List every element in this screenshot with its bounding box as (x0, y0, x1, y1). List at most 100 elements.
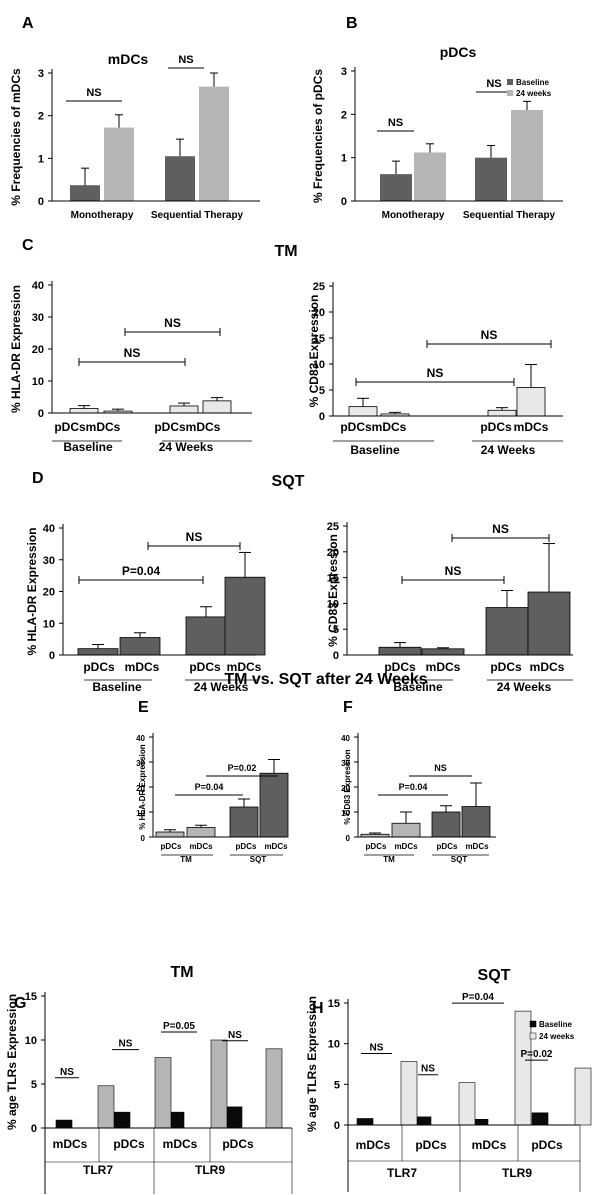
y-tick-label: 1 (38, 153, 44, 165)
panel-label: A (22, 15, 34, 32)
heading-tm-tlr: TM (170, 964, 193, 981)
x-category-label: pDCs (531, 1138, 563, 1152)
bar (511, 110, 543, 201)
x-category-label: Sequential Therapy (463, 210, 556, 221)
significance-label: P=0.02 (521, 1049, 553, 1060)
legend-swatch (507, 90, 513, 96)
significance-label: NS (119, 1039, 133, 1050)
chart-title: pDCs (440, 44, 477, 60)
y-tick-label: 5 (334, 1079, 340, 1091)
y-tick-label: 5 (333, 624, 339, 636)
y-tick-label: 0 (346, 834, 351, 843)
significance-label: NS (388, 117, 403, 129)
bar (378, 646, 422, 656)
x-tick-label: mDCs (530, 660, 565, 674)
significance-label: NS (445, 564, 462, 578)
panel-label: C (22, 237, 34, 254)
significance-label: NS (86, 87, 101, 99)
panel-label: G (14, 995, 26, 1012)
y-axis-label: % CD83 Expression (343, 749, 352, 824)
significance-label: NS (492, 522, 509, 536)
x-group-label: Baseline (393, 680, 443, 694)
bar (225, 1106, 243, 1129)
bar (391, 822, 421, 838)
panel-label: H (312, 1000, 324, 1017)
y-axis-label: % HLA-DR Expression (25, 527, 39, 655)
bar (224, 576, 266, 656)
bar (119, 637, 161, 656)
bar (531, 1112, 549, 1126)
x-tick-label: mDCs (186, 420, 221, 434)
legend-swatch (529, 1020, 537, 1028)
x-tick-label: mDCs (372, 420, 407, 434)
bar (414, 152, 446, 201)
legend-label: 24 weeks (539, 1032, 575, 1041)
bar (97, 1085, 115, 1129)
legend-swatch (529, 1032, 537, 1040)
y-tick-label: 0 (38, 408, 44, 420)
y-tick-label: 25 (327, 521, 339, 533)
bar (487, 409, 517, 417)
y-axis-label: % age TLRs Expression (5, 994, 19, 1130)
bar (380, 174, 412, 201)
bar (229, 806, 259, 838)
y-tick-label: 30 (136, 759, 145, 768)
x-tick-label: pDCs (236, 842, 257, 851)
bar (199, 86, 229, 201)
x-tick-label: pDCs (189, 660, 221, 674)
significance-label: NS (427, 366, 444, 380)
y-axis-label: % CD83 Expression (326, 534, 340, 647)
heading-comparison: TM vs. SQT after 24 Weeks (224, 671, 427, 688)
y-tick-label: 0 (334, 1120, 340, 1132)
x-tick-label: mDCs (264, 842, 288, 851)
y-tick-label: 10 (136, 809, 145, 818)
significance-label: NS (421, 1064, 435, 1075)
bar (55, 1119, 73, 1129)
bar (104, 127, 134, 201)
bar (356, 1118, 374, 1126)
y-tick-label: 0 (319, 411, 325, 423)
bar (400, 1061, 418, 1126)
y-tick-label: 30 (43, 555, 55, 567)
y-tick-label: 20 (43, 587, 55, 599)
significance-label: P=0.04 (462, 992, 494, 1003)
x-group-label: Baseline (63, 440, 113, 454)
y-tick-label: 5 (319, 385, 325, 397)
x-tick-label: pDCs (154, 420, 186, 434)
bar (485, 607, 529, 656)
x-category-label: Monotherapy (71, 210, 134, 221)
x-tick-label: mDCs (394, 842, 418, 851)
x-group-label: TLR9 (502, 1166, 532, 1180)
x-tick-label: pDCs (366, 842, 387, 851)
y-axis-label: % age TLRs Expression (305, 996, 319, 1132)
bar (259, 772, 289, 838)
x-tick-label: mDCs (426, 660, 461, 674)
significance-label: NS (486, 78, 501, 90)
y-tick-label: 10 (313, 359, 325, 371)
panel-label: B (346, 15, 358, 32)
y-tick-label: 3 (341, 66, 347, 78)
x-category-label: mDCs (356, 1138, 391, 1152)
significance-label: NS (124, 346, 141, 360)
y-tick-label: 10 (328, 1039, 340, 1051)
x-group-label: TM (383, 855, 395, 864)
x-category-label: mDCs (163, 1137, 198, 1151)
bar (527, 591, 571, 656)
y-axis-label: % CD83 Expression (307, 295, 321, 408)
significance-label: NS (164, 316, 181, 330)
significance-label: NS (370, 1043, 384, 1054)
x-group-label: Baseline (350, 443, 400, 457)
bar (574, 1067, 592, 1126)
bar (185, 616, 227, 656)
bar (475, 157, 507, 201)
x-tick-label: pDCs (490, 660, 522, 674)
x-group-label: 24 Weeks (194, 680, 249, 694)
y-tick-label: 30 (32, 312, 44, 324)
bar (77, 648, 119, 656)
bar (186, 827, 216, 838)
x-tick-label: pDCs (340, 420, 372, 434)
